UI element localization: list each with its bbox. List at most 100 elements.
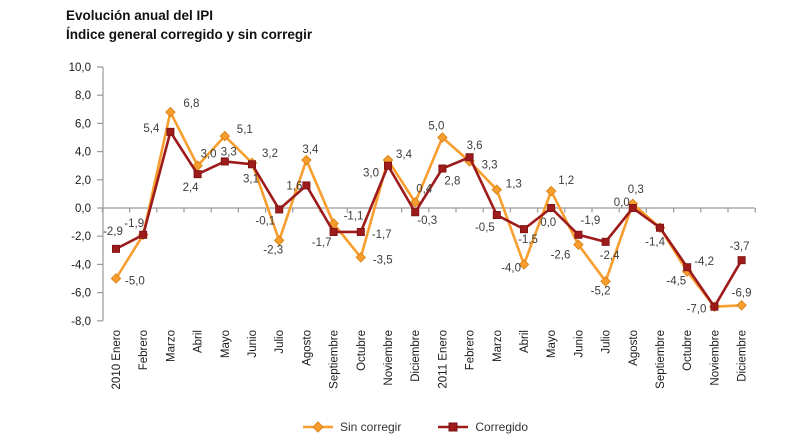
x-tick-label: Febrero bbox=[138, 330, 150, 370]
x-axis-labels: 2010 Enero Febrero Marzo Abril Mayo Junio Juli… bbox=[111, 330, 749, 389]
x-tick-label: Agosto bbox=[628, 330, 640, 366]
data-label: 3,3 bbox=[221, 146, 237, 158]
data-label: 3,4 bbox=[302, 144, 319, 156]
chart-title-line2: Índice general corregido y sin corregir bbox=[66, 27, 313, 42]
data-label: 2,8 bbox=[444, 176, 460, 188]
data-point-marker bbox=[547, 203, 556, 212]
data-label: 1,3 bbox=[506, 179, 522, 191]
data-point-marker bbox=[465, 153, 474, 162]
data-point-marker bbox=[247, 160, 256, 169]
data-label: -0,3 bbox=[417, 215, 437, 227]
x-tick-label: Agosto bbox=[301, 330, 313, 366]
data-label: -1,9 bbox=[124, 218, 144, 230]
data-point-marker bbox=[273, 235, 285, 246]
data-label: 3,0 bbox=[201, 149, 217, 161]
data-point-marker bbox=[220, 157, 229, 166]
data-label: 1,6 bbox=[286, 180, 302, 192]
x-tick-label: Octubre bbox=[356, 330, 368, 371]
corregido-line-icon bbox=[438, 422, 469, 432]
data-label: -6,9 bbox=[732, 287, 752, 299]
x-tick-label: Marzo bbox=[492, 330, 504, 362]
x-tick-label: 2011 Enero bbox=[437, 330, 449, 389]
data-point-marker bbox=[492, 211, 501, 220]
data-label: 0,0 bbox=[540, 217, 556, 229]
series-corregido bbox=[112, 127, 746, 311]
data-point-marker bbox=[329, 227, 338, 236]
data-label: 3,3 bbox=[482, 159, 498, 171]
data-label: -4,5 bbox=[666, 275, 686, 287]
data-label: -2,3 bbox=[263, 244, 283, 256]
data-point-marker bbox=[110, 273, 122, 284]
data-point-marker bbox=[302, 181, 311, 190]
data-label: 5,1 bbox=[237, 124, 253, 136]
data-point-marker bbox=[166, 127, 175, 136]
data-point-marker bbox=[219, 130, 231, 142]
data-label: -1,7 bbox=[312, 237, 332, 249]
data-label: 0,0 bbox=[614, 197, 630, 209]
data-point-marker bbox=[165, 106, 176, 118]
data-label: -3,5 bbox=[373, 254, 393, 266]
data-point-marker bbox=[573, 239, 584, 250]
data-label: -4,2 bbox=[694, 256, 714, 268]
legend-item-corregido: Corregido bbox=[437, 420, 528, 434]
data-point-marker bbox=[437, 132, 448, 143]
data-label: -2,9 bbox=[103, 226, 123, 238]
data-point-marker bbox=[737, 256, 746, 265]
y-tick-label: 2,0 bbox=[75, 175, 91, 187]
x-tick-label: Junio bbox=[247, 330, 259, 358]
sin-corregir-line-icon bbox=[302, 421, 333, 433]
x-tick-label: Abril bbox=[193, 330, 205, 353]
y-tick-label: -8,0 bbox=[71, 316, 91, 328]
data-label: -5,0 bbox=[125, 276, 145, 288]
series-line bbox=[115, 130, 743, 309]
x-tick-label: Abril bbox=[519, 330, 531, 353]
y-tick-label: 10,0 bbox=[69, 62, 91, 74]
data-point-marker bbox=[600, 276, 611, 287]
data-label: -1,5 bbox=[518, 234, 538, 246]
data-point-marker bbox=[656, 223, 665, 232]
data-label: -2,4 bbox=[600, 250, 620, 262]
data-point-marker bbox=[683, 263, 692, 272]
data-label: -1,9 bbox=[580, 215, 600, 227]
data-point-marker bbox=[518, 259, 530, 270]
x-tick-label: Junio bbox=[573, 330, 585, 358]
data-point-marker bbox=[438, 164, 447, 173]
x-tick-label: Diciembre bbox=[410, 330, 422, 382]
data-label: 0,4 bbox=[416, 183, 433, 195]
y-tick-label: 6,0 bbox=[75, 118, 91, 130]
legend-item-sin-corregir: Sin corregir bbox=[302, 420, 401, 434]
data-point-marker bbox=[710, 302, 719, 311]
axes: 10,0 8,0 6,0 4,0 2,0 0,0 -2,0 -4,0 -6,0 -8,0 bbox=[69, 62, 756, 328]
data-point-marker bbox=[356, 227, 365, 236]
data-label: -2,6 bbox=[551, 250, 571, 262]
y-tick-label: -4,0 bbox=[71, 259, 91, 271]
data-label: 3,6 bbox=[467, 140, 483, 152]
y-tick-label: 8,0 bbox=[75, 90, 91, 102]
data-label: 5,0 bbox=[428, 121, 444, 133]
x-tick-label: Mayo bbox=[546, 330, 558, 358]
data-label: -7,0 bbox=[687, 304, 707, 316]
data-point-marker bbox=[736, 299, 747, 311]
legend-label-sin-corregir: Sin corregir bbox=[339, 420, 402, 434]
data-label: 3,2 bbox=[262, 148, 278, 160]
data-label: 3,0 bbox=[363, 168, 379, 180]
data-point-marker bbox=[112, 244, 121, 253]
data-point-marker bbox=[520, 225, 529, 234]
x-tick-label: Septiembre bbox=[655, 330, 667, 389]
x-tick-label: Marzo bbox=[165, 330, 177, 362]
data-label: -1,7 bbox=[372, 229, 392, 241]
data-label: -1,1 bbox=[344, 211, 364, 223]
data-label: 1,2 bbox=[558, 175, 574, 187]
data-label: -1,4 bbox=[645, 237, 665, 249]
data-label: -3,7 bbox=[730, 241, 750, 253]
x-tick-label: Febrero bbox=[465, 330, 477, 370]
chart-legend: Sin corregir Corregido bbox=[0, 420, 800, 434]
data-label: -5,2 bbox=[591, 285, 611, 297]
data-labels-corregido: -2,9-1,95,42,43,33,1-0,11,6-1,7-1,73,0-0… bbox=[103, 123, 749, 316]
data-point-marker bbox=[409, 197, 421, 208]
data-label: -0,5 bbox=[475, 222, 495, 234]
data-point-marker bbox=[601, 237, 610, 246]
data-point-marker bbox=[411, 208, 420, 217]
y-tick-label: -2,0 bbox=[71, 231, 91, 243]
